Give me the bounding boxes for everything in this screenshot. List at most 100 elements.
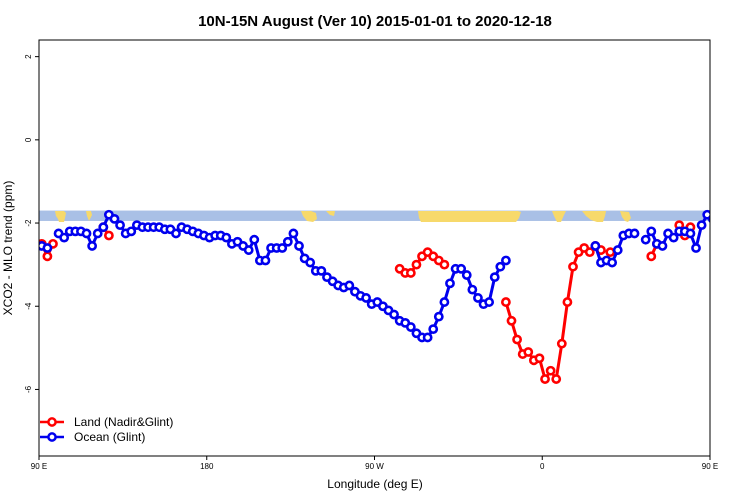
ocean-point (42, 243, 53, 253)
ocean-point (607, 257, 618, 268)
y-tick-label-0: 2 (24, 54, 33, 59)
ocean-point (685, 228, 696, 239)
landmass-india (582, 211, 606, 222)
ocean-point (495, 261, 506, 272)
land-series-line-3 (504, 244, 602, 381)
ocean-point (590, 241, 601, 251)
ocean-point (428, 324, 439, 335)
ocean-point (640, 234, 651, 245)
ocean-point (720, 228, 727, 235)
ocean-point (612, 245, 623, 255)
x-tick-label-4: 90 E (702, 462, 718, 471)
land-point (605, 247, 616, 258)
ocean-point (243, 245, 254, 255)
ocean-point (726, 222, 733, 229)
ocean-point (702, 209, 710, 220)
legend-land-label: Land (Nadir&Glint) (74, 415, 173, 429)
y-tick-label-3: -4 (24, 302, 33, 310)
land-point (103, 230, 114, 241)
ocean-point (389, 309, 399, 320)
ocean-point (422, 332, 433, 343)
landmass-central-america (301, 211, 317, 222)
ocean-point (59, 232, 70, 243)
ocean-point (221, 232, 232, 243)
ocean-point (344, 280, 355, 291)
land-point (568, 261, 578, 272)
landmass-philippines (86, 211, 92, 221)
land-point (534, 353, 545, 364)
ocean-point (646, 226, 657, 237)
ocean-point (294, 241, 304, 251)
ocean-point (249, 234, 260, 245)
ocean-point (445, 278, 455, 289)
x-tick-label-3: 0 (540, 462, 545, 471)
ocean-point (92, 228, 103, 239)
ocean-point (81, 228, 92, 239)
land-point (501, 297, 511, 307)
ocean-point (260, 255, 271, 266)
ocean-point (715, 230, 722, 237)
ocean-point (456, 263, 467, 274)
legend: Land (Nadir&Glint) Ocean (Glint) (40, 415, 173, 444)
x-tick-label-2: 90 W (365, 462, 384, 471)
ocean-point (484, 297, 495, 307)
ocean-point (288, 228, 299, 239)
legend-land-marker (47, 417, 57, 427)
land-point (405, 268, 416, 278)
ocean-point (473, 293, 483, 303)
y-tick-label-1: 0 (24, 137, 33, 142)
landmass-africa-asia (55, 211, 66, 222)
ocean-point (629, 228, 640, 239)
ocean-point (657, 241, 668, 251)
land-point (506, 315, 517, 326)
ocean-point (489, 272, 500, 283)
ocean-point (732, 222, 739, 229)
ocean-point (277, 243, 288, 253)
ocean-point (316, 265, 327, 276)
land-ocean-band (39, 210, 710, 222)
ocean-point (361, 293, 372, 303)
landmass-africa (418, 211, 521, 222)
ocean-point (126, 226, 137, 237)
landmass-caribbean (326, 211, 335, 216)
land-point (584, 247, 595, 258)
land-point (523, 347, 534, 357)
x-tick-label-0: 90 E (31, 462, 47, 471)
ocean-point (461, 270, 472, 280)
ocean-point (405, 322, 416, 332)
ocean-point (743, 224, 750, 231)
land-point (646, 251, 657, 262)
ocean-point (467, 284, 478, 295)
land-point (551, 374, 562, 384)
land-point (556, 338, 567, 349)
ocean-point (737, 224, 744, 231)
x-tick-label-1: 180 (200, 462, 214, 471)
x-axis-label: Longitude (deg E) (327, 477, 422, 491)
chart-title: 10N-15N August (Ver 10) 2015-01-01 to 20… (198, 13, 552, 30)
legend-ocean-marker (47, 432, 57, 442)
ocean-point (691, 243, 701, 253)
land-point (42, 251, 53, 262)
ocean-point (668, 232, 679, 243)
ocean-point (433, 311, 444, 322)
ocean-point (87, 241, 98, 251)
landmass-se-asia (620, 211, 631, 222)
ocean-point (501, 255, 511, 266)
series-layer (39, 209, 750, 384)
ocean-point (696, 220, 707, 231)
land-point (562, 297, 573, 307)
land-point (545, 365, 556, 376)
y-tick-label-4: -6 (24, 385, 33, 393)
landmass-arabia-india (552, 211, 566, 222)
ocean-point (115, 220, 125, 231)
ocean-point (98, 222, 109, 233)
ocean-point (171, 228, 181, 239)
ocean-point (109, 213, 120, 224)
ocean-point (282, 236, 293, 247)
legend-ocean-label: Ocean (Glint) (74, 430, 145, 444)
land-point (540, 374, 550, 384)
y-axis: 2 0 -2 -4 -6 (24, 54, 39, 393)
land-point (512, 334, 522, 345)
